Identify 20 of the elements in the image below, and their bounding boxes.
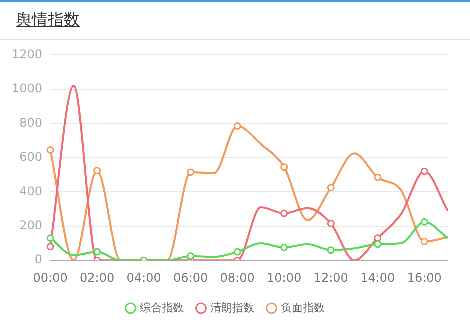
legend-label: 清朗指数 [210, 301, 254, 314]
x-tick-label: 04:00 [126, 270, 162, 285]
x-tick-label: 14:00 [360, 270, 396, 285]
x-tick-label: 02:00 [80, 270, 115, 285]
x-tick-label: 08:00 [220, 270, 255, 285]
y-tick-label: 600 [20, 150, 43, 164]
x-tick-label: 06:00 [174, 270, 208, 285]
y-tick-label: 0 [34, 252, 43, 267]
chart-title: 舆情指数 [16, 10, 80, 29]
x-tick-label: 10:00 [267, 270, 302, 285]
x-tick-label: 12:00 [314, 270, 348, 285]
y-tick-label: 800 [20, 116, 43, 130]
x-tick-label: 16:00 [407, 270, 442, 285]
y-tick-label: 400 [20, 184, 43, 198]
y-tick-label: 200 [20, 218, 43, 232]
x-tick-label: 00:00 [33, 270, 68, 285]
y-tick-label: 1000 [12, 82, 43, 96]
y-tick-label: 1200 [12, 47, 43, 62]
legend-label: 负面指数 [280, 301, 325, 314]
legend-label: 综合指数 [140, 301, 184, 314]
